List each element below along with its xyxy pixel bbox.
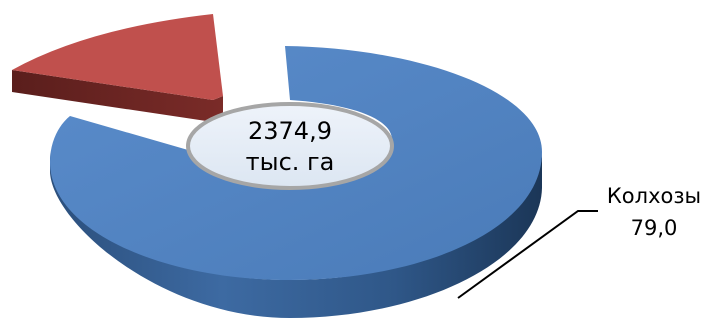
slice-kolkhozy-side [50,152,542,318]
slice-kolkhozy-top [50,46,542,280]
slice-kolkhozy [50,46,542,318]
center-label-bubble [186,102,394,190]
slice-other-top [12,14,223,100]
center-label-line-1: 2374,9 [248,117,332,145]
slice-other-side [12,70,223,122]
center-label-line-2: тыс. га [246,148,335,176]
leader-line-kolkhozy [457,210,598,299]
center-label: 2374,9 тыс. га [186,102,394,190]
slice-other [12,14,223,122]
data-label-kolkhozy-value: 79,0 [631,216,678,240]
data-label-kolkhozy-name: Колхозы [607,184,701,208]
